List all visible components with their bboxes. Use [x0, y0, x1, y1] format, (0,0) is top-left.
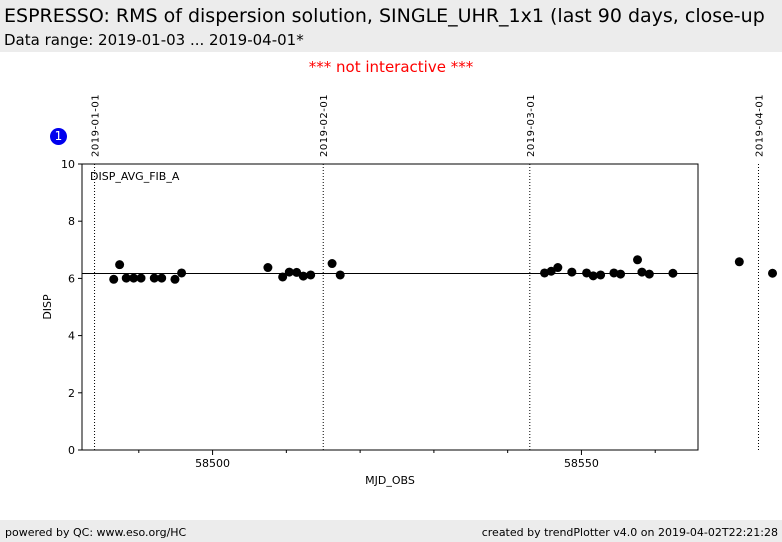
plot-frame [81, 163, 699, 451]
plot-number-badge: 1 [50, 128, 67, 145]
footer-created-by: created by trendPlotter v4.0 on 2019-04-… [481, 526, 778, 539]
data-point [170, 274, 180, 284]
y-tick-label: 0 [68, 444, 75, 457]
data-point [588, 271, 598, 281]
data-point [129, 273, 139, 283]
y-axis-label: DISP [41, 294, 54, 320]
data-point [637, 267, 647, 277]
y-tick-label: 8 [68, 215, 75, 228]
data-point [644, 269, 654, 279]
series-annotation: DISP_AVG_FIB_A [90, 170, 180, 183]
y-tick-label: 2 [68, 387, 75, 400]
y-tick-label: 6 [68, 272, 75, 285]
data-point [327, 259, 337, 269]
data-point [136, 273, 146, 283]
data-point [668, 268, 678, 278]
data-point [263, 263, 273, 273]
date-marker-label: 2019-01-01 [91, 94, 102, 157]
data-point [292, 267, 302, 277]
y-tick-label: 4 [68, 330, 75, 343]
data-point [298, 271, 308, 281]
header: ESPRESSO: RMS of dispersion solution, SI… [0, 0, 782, 52]
x-tick-label: 58550 [564, 457, 599, 470]
data-point [616, 269, 626, 279]
data-point [306, 270, 316, 280]
date-marker-label: 2019-02-01 [319, 94, 330, 157]
data-point [596, 270, 606, 280]
data-point [177, 268, 187, 278]
x-axis-label: MJD_OBS [365, 474, 415, 487]
data-point [768, 268, 778, 278]
data-point [121, 273, 131, 283]
date-marker-label: 2019-03-01 [526, 94, 537, 157]
data-point [278, 272, 288, 282]
not-interactive-notice: *** not interactive *** [308, 58, 474, 76]
y-tick-label: 10 [61, 158, 75, 171]
data-point [109, 274, 119, 284]
date-marker-label: 2019-04-01 [754, 94, 765, 157]
data-point [157, 273, 167, 283]
data-point [284, 267, 294, 277]
data-point [546, 266, 556, 276]
data-point [633, 255, 643, 265]
x-tick-label: 58500 [195, 457, 230, 470]
data-point [734, 257, 744, 267]
data-point [553, 263, 563, 273]
page-title: ESPRESSO: RMS of dispersion solution, SI… [4, 5, 765, 27]
data-point [567, 267, 577, 277]
footer: powered by QC: www.eso.org/HC created by… [0, 520, 782, 542]
data-point [115, 260, 125, 270]
data-range-subtitle: Data range: 2019-01-03 ... 2019-04-01* [4, 31, 304, 49]
data-point [609, 268, 619, 278]
footer-powered-by: powered by QC: www.eso.org/HC [5, 526, 187, 539]
data-point [149, 273, 159, 283]
data-point [335, 270, 345, 280]
